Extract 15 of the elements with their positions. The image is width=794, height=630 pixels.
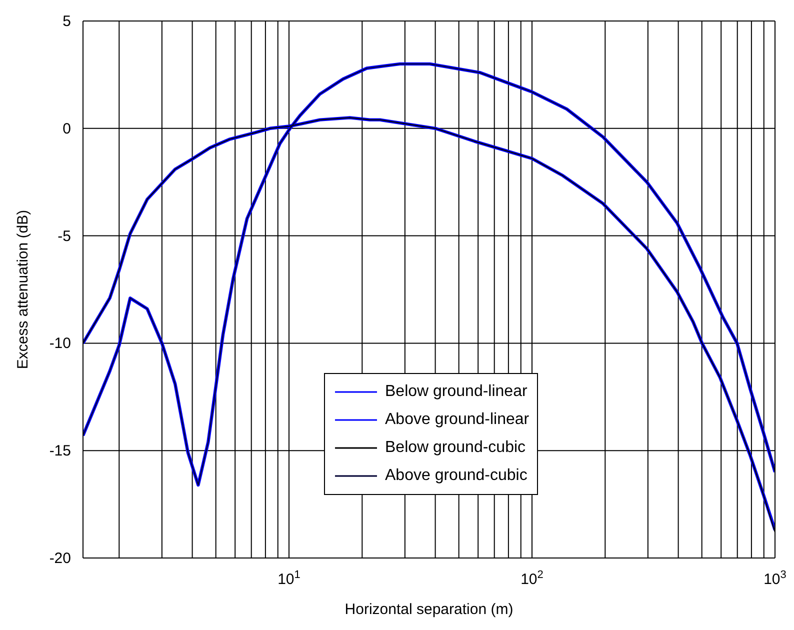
legend-label: Above ground-cubic	[385, 467, 528, 485]
y-tick-label: -10	[49, 335, 71, 352]
y-tick-label: -15	[49, 442, 71, 460]
y-tick-label: -5	[58, 228, 71, 245]
y-tick-label: 0	[62, 120, 71, 138]
x-tick-label: 10$^{2}$	[520, 569, 544, 588]
legend-label: Below ground-linear	[385, 383, 528, 401]
y-tick-label: 5	[62, 13, 71, 30]
legend-label: Above ground-linear	[385, 411, 530, 429]
x-tick-label: 10$^{3}$	[764, 569, 786, 588]
x-axis-title: Horizontal separation (m)	[344, 601, 514, 618]
y-tick-label: -20	[49, 550, 71, 567]
x-tick-label: 10$^{1}$	[278, 569, 300, 588]
legend-label: Below ground-cubic	[385, 439, 526, 457]
y-axis-title: Excess attenuation (dB)	[14, 210, 32, 370]
